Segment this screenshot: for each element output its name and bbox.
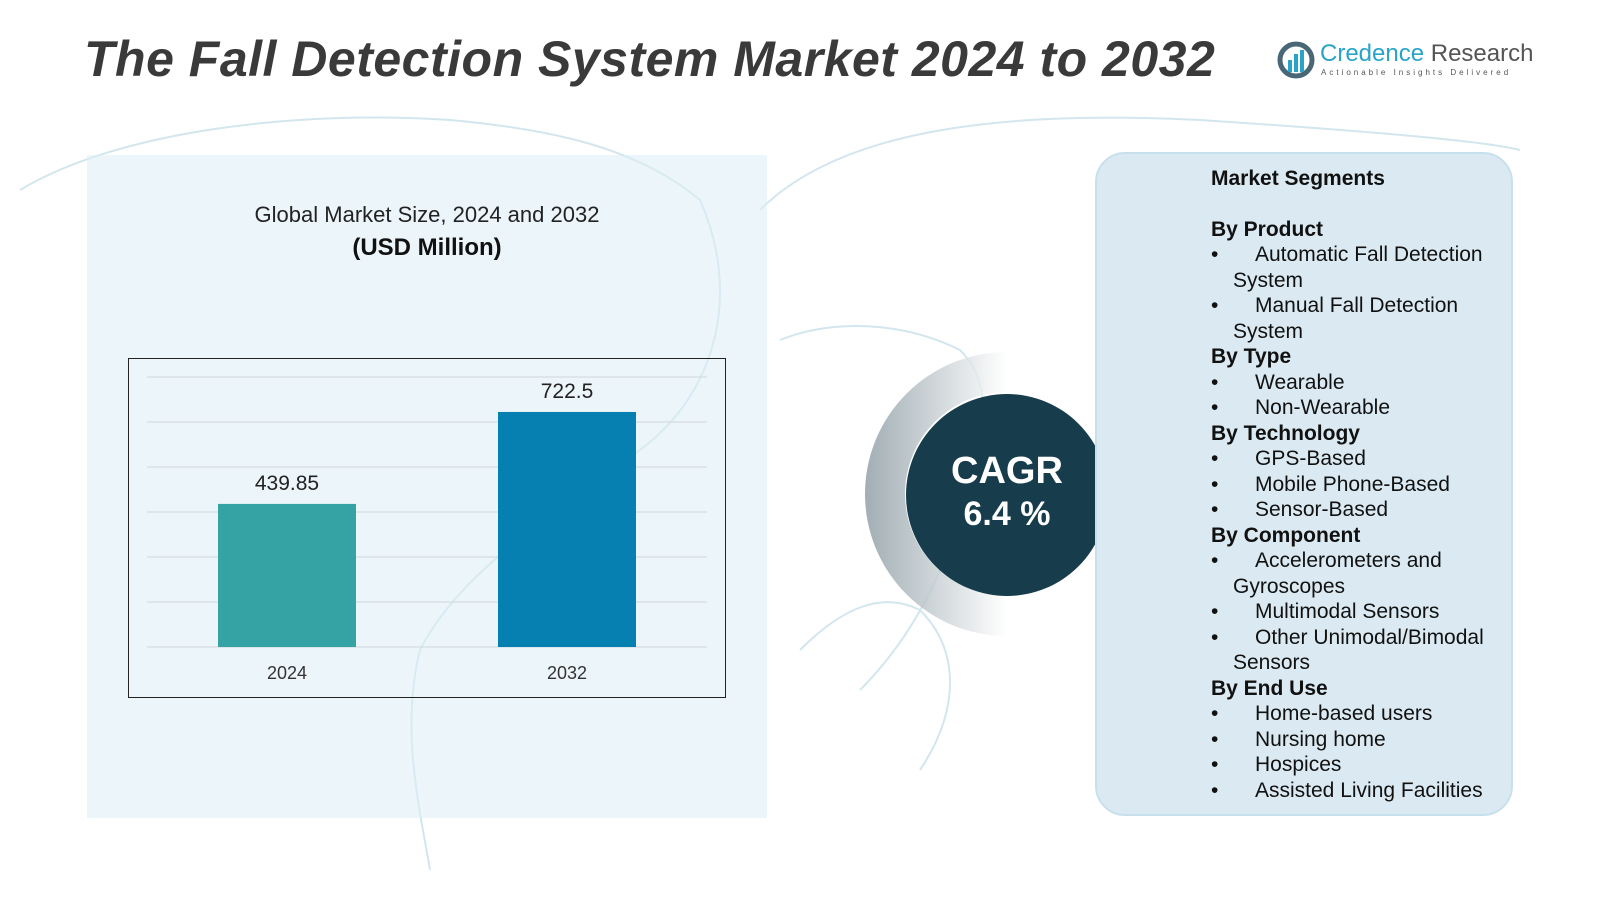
cagr-label: CAGR	[951, 450, 1063, 492]
segment-item-label: Assisted Living Facilities	[1255, 778, 1483, 802]
segment-item-label: Other Unimodal/Bimodal Sensors	[1233, 625, 1484, 675]
segment-item: • Assisted Living Facilities	[1211, 778, 1503, 804]
bullet-icon: •	[1211, 753, 1219, 776]
page-title: The Fall Detection System Market 2024 to…	[84, 31, 1216, 87]
x-tick-label: 2032	[547, 663, 587, 683]
credence-research-logo: Credence Research Actionable Insights De…	[1276, 40, 1536, 84]
segment-item: • Multimodal Sensors	[1211, 599, 1503, 625]
segments-title: Market Segments	[1211, 167, 1385, 190]
chart-panel	[87, 155, 767, 818]
segment-item: • Accelerometers and Gyroscopes	[1211, 548, 1503, 599]
market-segments-list: Market Segments By Product • Automatic Fal…	[1211, 166, 1503, 803]
segment-item-label: Mobile Phone-Based	[1255, 472, 1450, 496]
segment-item: • Automatic Fall Detection System	[1211, 242, 1503, 293]
segment-item-label: Hospices	[1255, 753, 1342, 776]
bullet-icon: •	[1211, 472, 1219, 496]
bar-2024	[218, 503, 356, 647]
segment-item-label: Home-based users	[1255, 702, 1433, 725]
segment-item-label: Accelerometers and Gyroscopes	[1233, 549, 1442, 598]
segment-item: • Non-Wearable	[1211, 395, 1503, 421]
bullet-icon: •	[1211, 243, 1219, 266]
bullet-icon: •	[1211, 549, 1219, 572]
logo-name-a: Credence	[1320, 40, 1425, 67]
segment-item: • Manual Fall Detection System	[1211, 293, 1503, 344]
bullet-icon: •	[1211, 447, 1219, 470]
data-label: 439.85	[255, 472, 319, 495]
logo-name-b: Research	[1424, 40, 1534, 67]
bullet-icon: •	[1211, 727, 1219, 751]
chart-title: Global Market Size, 2024 and 2032	[254, 202, 600, 227]
segment-item-label: Nursing home	[1255, 727, 1386, 751]
chart-frame: 439.85 2024 722.5 2032	[128, 358, 726, 698]
bar-2032	[498, 411, 636, 647]
bullet-icon: •	[1211, 498, 1219, 521]
cagr-badge: CAGR 6.4 %	[906, 394, 1108, 596]
bullet-icon: •	[1211, 778, 1219, 802]
segment-item: • Mobile Phone-Based	[1211, 472, 1503, 498]
segment-group-heading: By Component	[1211, 523, 1361, 547]
segment-item-label: Manual Fall Detection System	[1233, 294, 1459, 343]
segment-group-heading: By Type	[1211, 345, 1292, 368]
cagr-value: 6.4 %	[963, 495, 1051, 533]
segment-group-heading: By Technology	[1211, 421, 1360, 445]
segment-item: • Home-based users	[1211, 701, 1503, 727]
segment-item: • Other Unimodal/Bimodal Sensors	[1211, 625, 1503, 676]
segment-item: • Sensor-Based	[1211, 497, 1503, 523]
logo-chart-icon	[1277, 41, 1315, 79]
cagr-ring	[865, 352, 1007, 636]
segment-item-label: Sensor-Based	[1255, 498, 1389, 521]
bar-chart: 439.85 2024 722.5 2032	[147, 376, 707, 683]
segment-item-label: Multimodal Sensors	[1255, 600, 1440, 623]
segment-item: • Wearable	[1211, 370, 1503, 396]
segment-item: • GPS-Based	[1211, 446, 1503, 472]
bullet-icon: •	[1211, 396, 1219, 419]
x-tick-label: 2024	[267, 663, 307, 683]
bullet-icon: •	[1211, 702, 1219, 725]
segment-group-heading: By Product	[1211, 217, 1324, 241]
bullet-icon: •	[1211, 625, 1219, 649]
segment-item: • Nursing home	[1211, 727, 1503, 753]
segment-item-label: Automatic Fall Detection System	[1233, 243, 1483, 292]
bullet-icon: •	[1211, 370, 1219, 394]
market-segments-panel	[1095, 152, 1513, 816]
chart-unit: (USD Million)	[352, 234, 502, 261]
bullet-icon: •	[1211, 600, 1219, 623]
data-label: 722.5	[541, 380, 594, 403]
segment-item-label: Wearable	[1255, 370, 1345, 394]
segment-item-label: Non-Wearable	[1255, 396, 1391, 419]
segment-group-heading: By End Use	[1211, 676, 1328, 700]
segment-item-label: GPS-Based	[1255, 447, 1366, 470]
segment-item: • Hospices	[1211, 752, 1503, 778]
logo-tagline: Actionable Insights Delivered	[1321, 68, 1512, 77]
bullet-icon: •	[1211, 294, 1219, 317]
